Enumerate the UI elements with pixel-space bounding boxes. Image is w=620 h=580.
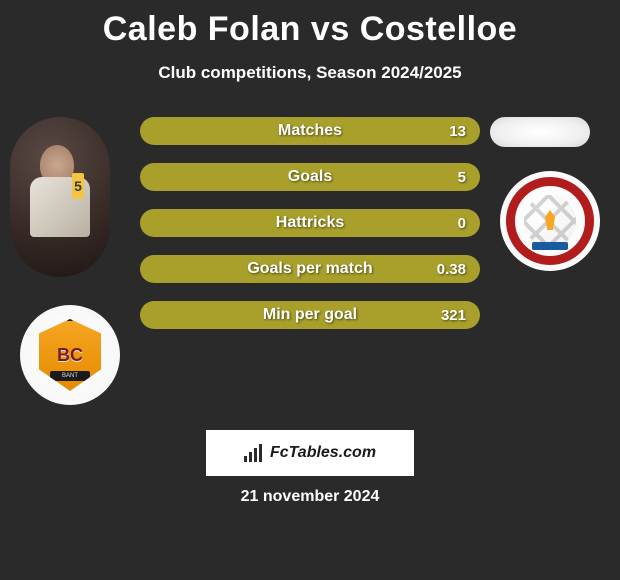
stat-label: Goals [288,168,332,186]
stats-list: Matches 13 Goals 5 Hattricks 0 Goals per… [140,117,480,347]
stat-value: 0.38 [437,261,466,278]
stat-label: Min per goal [263,306,357,324]
stat-row-matches: Matches 13 [140,117,480,145]
player-b-name: Costelloe [360,10,518,48]
stat-label: Hattricks [276,214,344,232]
stat-row-goals: Goals 5 [140,163,480,191]
player-b-club-crest [500,171,600,271]
brand-logo: FcTables.com [244,444,376,462]
stat-row-hattricks: Hattricks 0 [140,209,480,237]
brand-name: FcTables.com [270,444,376,462]
crest-initials: BC [57,345,83,366]
crest-ring-icon [506,177,594,265]
stat-value: 5 [458,169,466,186]
crest-banner: BANT [50,371,90,381]
comparison-title: Caleb Folan vs Costelloe [0,0,620,49]
crest-shield-icon: BC BANT [39,319,101,391]
bar-chart-icon [244,444,266,462]
crest-ribbon-icon [532,242,568,250]
stat-value: 0 [458,215,466,232]
player-a-club-crest: BC BANT [20,305,120,405]
stat-label: Goals per match [247,260,372,278]
player-a-name: Caleb Folan [103,10,301,48]
stat-row-goals-per-match: Goals per match 0.38 [140,255,480,283]
comparison-subtitle: Club competitions, Season 2024/2025 [0,63,620,83]
player-a-photo: 5 [10,117,110,277]
stat-value: 13 [449,123,466,140]
footer-brand-box: FcTables.com [206,430,414,476]
crest-ball-icon [524,195,576,247]
footer-date: 21 november 2024 [0,488,620,506]
player-a-jersey-number: 5 [72,173,84,199]
stat-row-min-per-goal: Min per goal 321 [140,301,480,329]
vs-separator: vs [311,10,350,48]
player-b-photo-placeholder [490,117,590,147]
stat-value: 321 [441,307,466,324]
stat-label: Matches [278,122,342,140]
